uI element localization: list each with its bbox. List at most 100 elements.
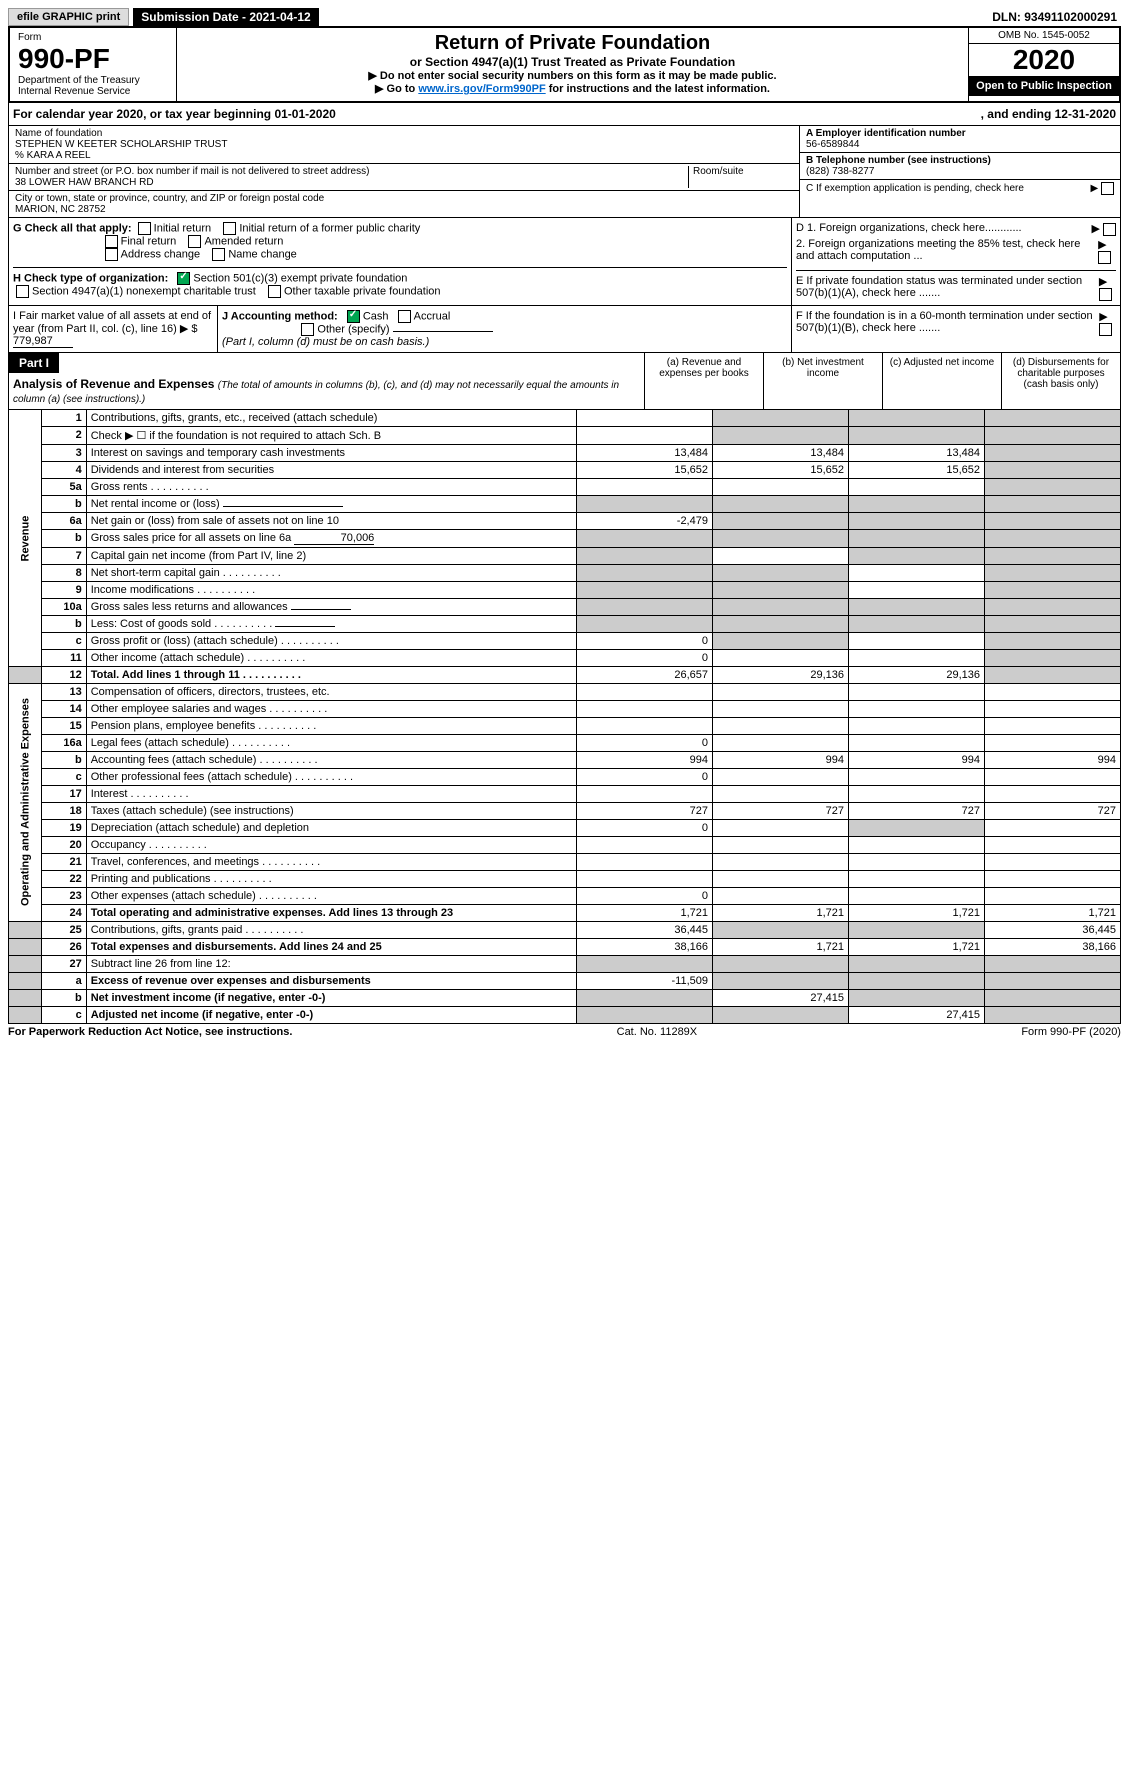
irs-link[interactable]: www.irs.gov/Form990PF: [418, 83, 545, 95]
l18-d: 727: [984, 802, 1120, 819]
city: MARION, NC 28752: [15, 204, 106, 215]
address-change-checkbox[interactable]: [105, 248, 118, 261]
name-change-label: Name change: [228, 248, 297, 260]
line-8: Net short-term capital gain: [86, 564, 576, 581]
line-13: Compensation of officers, directors, tru…: [86, 683, 576, 700]
line-1: Contributions, gifts, grants, etc., rece…: [86, 410, 576, 427]
l6a-a: -2,479: [576, 512, 712, 529]
form-subtitle: or Section 4947(a)(1) Trust Treated as P…: [181, 55, 964, 69]
initial-return-checkbox[interactable]: [138, 222, 151, 235]
accrual-label: Accrual: [414, 310, 451, 322]
f-label: F If the foundation is in a 60-month ter…: [796, 310, 1099, 348]
final-return-checkbox[interactable]: [105, 235, 118, 248]
s501c3-label: Section 501(c)(3) exempt private foundat…: [193, 272, 407, 284]
line-24: Total operating and administrative expen…: [86, 904, 576, 921]
l24-b: 1,721: [712, 904, 848, 921]
g-label: G Check all that apply:: [13, 222, 132, 234]
cy-begin: For calendar year 2020, or tax year begi…: [13, 107, 336, 121]
l24-d: 1,721: [984, 904, 1120, 921]
e-checkbox[interactable]: [1099, 288, 1112, 301]
c-checkbox[interactable]: [1101, 182, 1114, 195]
name-label: Name of foundation: [15, 128, 102, 139]
col-b-header: (b) Net investment income: [764, 353, 883, 409]
line-12: Total. Add lines 1 through 11: [86, 666, 576, 683]
e-label: E If private foundation status was termi…: [796, 275, 1099, 301]
line-27b: Net investment income (if negative, ente…: [86, 989, 576, 1006]
identity-box: Name of foundation STEPHEN W KEETER SCHO…: [8, 126, 1121, 218]
tax-year: 2020: [969, 44, 1119, 76]
part1-table: Revenue 1Contributions, gifts, grants, e…: [8, 410, 1121, 1024]
l26-b: 1,721: [712, 938, 848, 955]
cy-end: , and ending 12-31-2020: [981, 107, 1116, 121]
part1-title: Analysis of Revenue and Expenses: [13, 377, 214, 391]
line-5a: Gross rents: [86, 478, 576, 495]
l3-c: 13,484: [848, 444, 984, 461]
l4-a: 15,652: [576, 461, 712, 478]
j-note: (Part I, column (d) must be on cash basi…: [222, 336, 429, 348]
l16b-c: 994: [848, 751, 984, 768]
j-label: J Accounting method:: [222, 310, 338, 322]
efile-print-button[interactable]: efile GRAPHIC print: [8, 8, 129, 26]
l26-a: 38,166: [576, 938, 712, 955]
line-7: Capital gain net income (from Part IV, l…: [86, 547, 576, 564]
l23-a: 0: [576, 887, 712, 904]
l25-d: 36,445: [984, 921, 1120, 938]
line-15: Pension plans, employee benefits: [86, 717, 576, 734]
l11-a: 0: [576, 649, 712, 666]
line-23: Other expenses (attach schedule): [86, 887, 576, 904]
accrual-checkbox[interactable]: [398, 310, 411, 323]
l19-a: 0: [576, 819, 712, 836]
l18-c: 727: [848, 802, 984, 819]
d1-checkbox[interactable]: [1103, 223, 1116, 236]
part1-tag: Part I: [9, 353, 59, 373]
line-26: Total expenses and disbursements. Add li…: [86, 938, 576, 955]
s4947-checkbox[interactable]: [16, 285, 29, 298]
l16b-b: 994: [712, 751, 848, 768]
checks-row: G Check all that apply: Initial return I…: [8, 218, 1121, 306]
l24-c: 1,721: [848, 904, 984, 921]
l16b-a: 994: [576, 751, 712, 768]
line-16c: Other professional fees (attach schedule…: [86, 768, 576, 785]
other-method-checkbox[interactable]: [301, 323, 314, 336]
ein-value: 56-6589844: [806, 139, 859, 150]
f-checkbox[interactable]: [1099, 323, 1112, 336]
phone-value: (828) 738-8277: [806, 166, 874, 177]
line-25: Contributions, gifts, grants paid: [86, 921, 576, 938]
cash-checkbox[interactable]: [347, 310, 360, 323]
open-public: Open to Public Inspection: [969, 76, 1119, 96]
irs: Internal Revenue Service: [18, 86, 168, 97]
line-27a: Excess of revenue over expenses and disb…: [86, 972, 576, 989]
s501c3-checkbox[interactable]: [177, 272, 190, 285]
dept-treasury: Department of the Treasury: [18, 75, 168, 86]
line-14: Other employee salaries and wages: [86, 700, 576, 717]
phone-label: B Telephone number (see instructions): [806, 155, 991, 166]
l26-c: 1,721: [848, 938, 984, 955]
l16a-a: 0: [576, 734, 712, 751]
initial-former-checkbox[interactable]: [223, 222, 236, 235]
omb-number: OMB No. 1545-0052: [969, 28, 1119, 44]
l4-b: 15,652: [712, 461, 848, 478]
d2-checkbox[interactable]: [1098, 251, 1111, 264]
amended-return-checkbox[interactable]: [188, 235, 201, 248]
other-taxable-checkbox[interactable]: [268, 285, 281, 298]
l24-a: 1,721: [576, 904, 712, 921]
name-change-checkbox[interactable]: [212, 248, 225, 261]
line-10b: Less: Cost of goods sold: [86, 615, 576, 632]
col-a-header: (a) Revenue and expenses per books: [645, 353, 764, 409]
form-ref: Form 990-PF (2020): [1021, 1026, 1121, 1038]
top-row: efile GRAPHIC print Submission Date - 20…: [8, 8, 1121, 26]
other-taxable-label: Other taxable private foundation: [284, 285, 441, 297]
line-5b: Net rental income or (loss): [86, 495, 576, 512]
d1-label: D 1. Foreign organizations, check here..…: [796, 222, 1022, 236]
care-of: % KARA A REEL: [15, 150, 91, 161]
form-header: Form 990-PF Department of the Treasury I…: [8, 26, 1121, 103]
l27c-c: 27,415: [848, 1006, 984, 1023]
line-4: Dividends and interest from securities: [86, 461, 576, 478]
revenue-sidelabel: Revenue: [9, 410, 42, 667]
l16c-a: 0: [576, 768, 712, 785]
l12-c: 29,136: [848, 666, 984, 683]
l3-a: 13,484: [576, 444, 712, 461]
paperwork-notice: For Paperwork Reduction Act Notice, see …: [8, 1026, 292, 1038]
line-19: Depreciation (attach schedule) and deple…: [86, 819, 576, 836]
l10c-a: 0: [576, 632, 712, 649]
